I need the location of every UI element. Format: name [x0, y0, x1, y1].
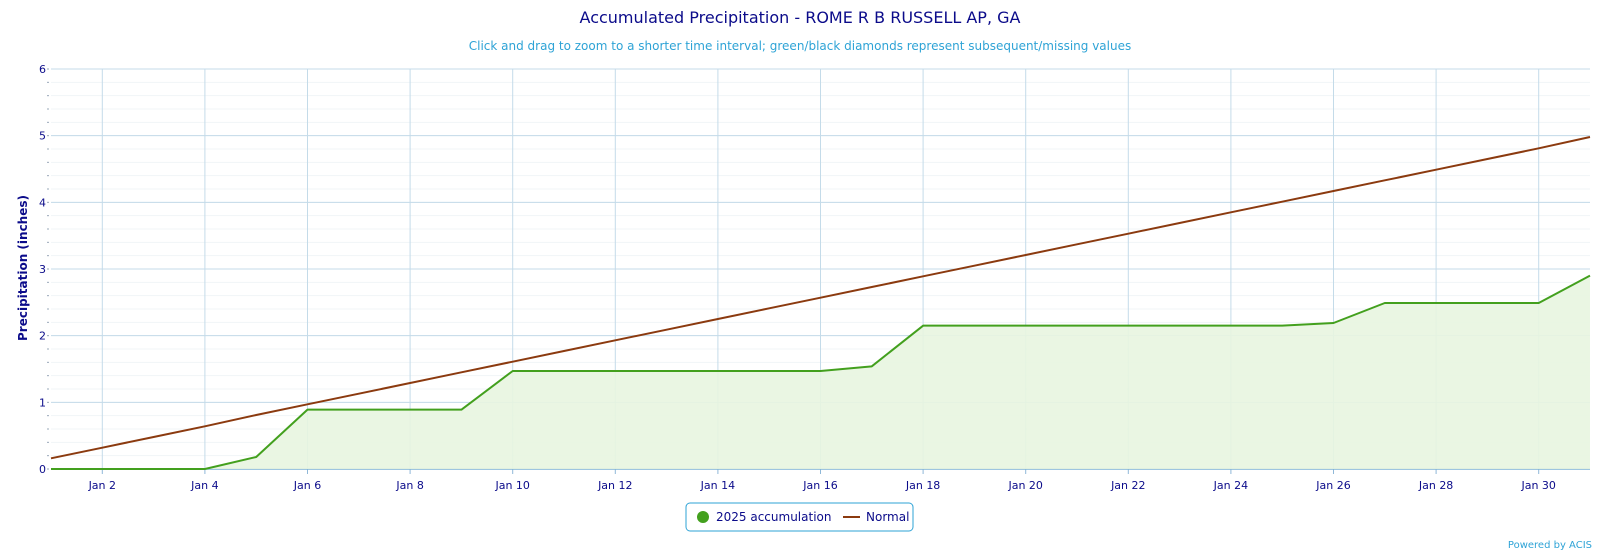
- y-axis-label: Precipitation (inches): [16, 195, 30, 341]
- legend-item-normal[interactable]: Normal: [843, 510, 909, 524]
- x-tick-label: Jan 6: [293, 479, 321, 492]
- legend-marker-2025: [697, 511, 709, 523]
- x-axis: Jan 2 Jan 4 Jan 6 Jan 8 Jan 10 Jan 12 Jan 14 Ja…: [88, 479, 1556, 492]
- y-tick-label: 0: [39, 463, 46, 476]
- area-fill: [51, 275, 1590, 469]
- y-tick-label: 5: [39, 130, 46, 143]
- x-tick-label: Jan 20: [1007, 479, 1042, 492]
- y-tick-label: 3: [39, 263, 46, 276]
- x-tick-label: Jan 8: [395, 479, 423, 492]
- series-line-normal[interactable]: [50, 136, 1591, 460]
- credit-link[interactable]: Powered by ACIS: [1508, 540, 1592, 551]
- legend-label-normal: Normal: [866, 510, 909, 524]
- y-axis: 0 1 2 3 4 5 6: [39, 63, 46, 476]
- x-tick-label: Jan 30: [1520, 479, 1555, 492]
- x-tick-label: Jan 18: [905, 479, 940, 492]
- x-tick-label: Jan 10: [494, 479, 529, 492]
- legend[interactable]: 2025 accumulation Normal: [685, 502, 914, 532]
- x-tick-label: Jan 24: [1213, 479, 1248, 492]
- series-line-2025-accumulation[interactable]: [51, 274, 1591, 470]
- chart-title: Accumulated Precipitation - ROME R B RUS…: [580, 8, 1021, 27]
- x-tick-label: Jan 14: [700, 479, 735, 492]
- x-tick-label: Jan 2: [88, 479, 116, 492]
- legend-label-2025: 2025 accumulation: [716, 510, 831, 524]
- x-tick-label: Jan 22: [1110, 479, 1145, 492]
- series-lines: [50, 136, 1591, 470]
- y-tick-label: 4: [39, 196, 46, 209]
- legend-box: [685, 502, 914, 532]
- x-tick-label: Jan 16: [802, 479, 837, 492]
- x-tick-label: Jan 26: [1315, 479, 1350, 492]
- x-tick-label: Jan 12: [597, 479, 632, 492]
- accumulation-area: [51, 275, 1590, 469]
- y-tick-label: 1: [39, 396, 46, 409]
- y-tick-label: 2: [39, 330, 46, 343]
- x-tick-label: Jan 4: [190, 479, 218, 492]
- chart-subtitle: Click and drag to zoom to a shorter time…: [469, 39, 1131, 53]
- y-tick-label: 6: [39, 63, 46, 76]
- legend-item-2025[interactable]: 2025 accumulation: [697, 510, 831, 524]
- x-tick-label: Jan 28: [1418, 479, 1453, 492]
